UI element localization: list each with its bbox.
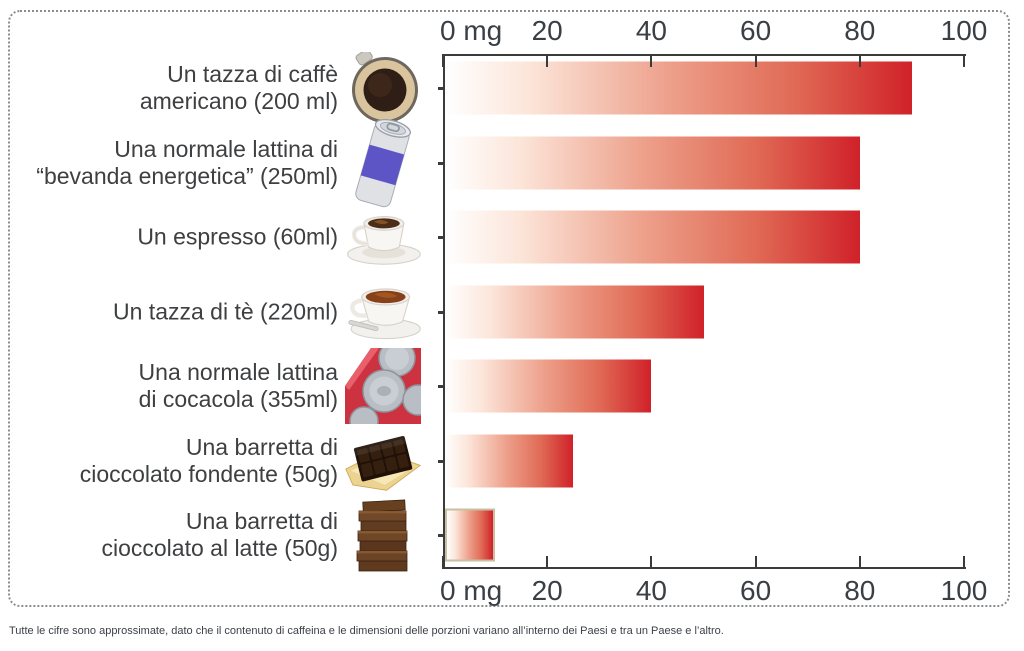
bottom-axis-line — [443, 567, 966, 569]
chart-row-energy-drink: Una normale lattina di “bevanda energeti… — [0, 118, 1024, 207]
chart-dotted-frame — [8, 10, 1010, 607]
row-label: Un tazza di tè (220ml) — [18, 298, 338, 325]
axis-tick-label: 40 — [635, 575, 667, 606]
axis-tick — [650, 556, 653, 569]
row-label-line: “bevanda energetica” (250ml) — [36, 162, 338, 189]
row-label-line: Un tazza di tè (220ml) — [113, 298, 338, 324]
tea-cup-icon — [344, 274, 422, 349]
axis-tick-label: 40 — [635, 15, 667, 46]
row-label: Un espresso (60ml) — [18, 223, 338, 250]
axis-tick — [546, 54, 549, 67]
row-label-line: cioccolato al latte (50g) — [101, 534, 338, 561]
chart-row-coffee-americano: Un tazza di caffè americano (200 ml) — [0, 50, 1024, 125]
axis-tick-label: 0 mg — [440, 15, 503, 46]
row-label-line: cioccolato fondente (50g) — [79, 460, 338, 487]
row-label-line: Un espresso (60ml) — [137, 223, 338, 249]
left-axis-row-tick — [438, 86, 443, 90]
axis-tick-label: 20 — [531, 15, 563, 46]
axis-tick — [963, 556, 965, 569]
dark-chocolate-bar-icon — [344, 423, 422, 498]
row-label-line: Un tazza di caffè — [167, 60, 338, 87]
row-label: Un tazza di caffè americano (200 ml) — [18, 61, 338, 115]
coffee-filter-top-icon — [344, 50, 422, 125]
espresso-cup-icon — [344, 199, 422, 274]
axis-tick-label: 100 — [940, 15, 988, 46]
row-label-line: americano (200 ml) — [139, 87, 338, 114]
caffeine-bar — [445, 210, 860, 263]
axis-tick-label: 80 — [844, 15, 876, 46]
axis-tick — [442, 54, 444, 67]
chart-row-tea: Un tazza di tè (220ml) — [0, 274, 1024, 349]
axis-tick — [963, 54, 965, 67]
chart-row-cola: Una normale lattina di cocacola (355ml) — [0, 347, 1024, 424]
caffeine-bar — [445, 434, 573, 487]
cola-cans-icon — [344, 347, 422, 424]
left-axis-row-tick — [438, 161, 443, 165]
axis-tick-label: 60 — [740, 575, 772, 606]
axis-tick-label: 20 — [531, 575, 563, 606]
caffeine-bar — [445, 359, 651, 412]
row-label-line: Una normale lattina di — [114, 135, 338, 162]
row-label: Una barretta di cioccolato al latte (50g… — [18, 508, 338, 562]
axis-tick-label: 60 — [740, 15, 772, 46]
left-axis-line — [443, 54, 445, 569]
row-label-line: Una normale lattina — [138, 358, 338, 385]
row-label-line: Una barretta di — [185, 433, 338, 460]
axis-tick — [546, 556, 549, 569]
row-label-line: di cocacola (355ml) — [138, 385, 338, 412]
left-axis-row-tick — [438, 384, 443, 388]
caffeine-bar — [445, 285, 704, 338]
axis-tick — [754, 556, 757, 569]
energy-drink-can-icon — [344, 118, 422, 207]
row-label-line: Una barretta di — [185, 507, 338, 534]
chart-row-dark-chocolate: Una barretta di cioccolato fondente (50g… — [0, 423, 1024, 498]
axis-tick — [858, 556, 861, 569]
chart-row-milk-chocolate: Una barretta di cioccolato al latte (50g… — [0, 497, 1024, 572]
axis-tick — [442, 556, 444, 569]
left-axis-row-tick — [438, 459, 443, 463]
left-axis-row-tick — [438, 310, 443, 314]
axis-tick-label: 0 mg — [440, 575, 503, 606]
top-axis-line — [443, 54, 966, 56]
row-label: Una normale lattina di cocacola (355ml) — [18, 359, 338, 413]
chart-row-espresso: Un espresso (60ml) — [0, 199, 1024, 274]
left-axis-row-tick — [438, 235, 443, 239]
axis-tick — [650, 54, 653, 67]
axis-tick — [858, 54, 861, 67]
footnote: Tutte le cifre sono approssimate, dato c… — [9, 625, 724, 637]
axis-tick-label: 80 — [844, 575, 876, 606]
axis-tick-label: 100 — [940, 575, 988, 606]
left-axis-row-tick — [438, 533, 443, 537]
row-label: Una normale lattina di “bevanda energeti… — [18, 136, 338, 190]
milk-chocolate-stack-icon — [344, 497, 422, 572]
caffeine-bar — [445, 136, 860, 189]
caffeine-bar — [445, 508, 495, 561]
row-label: Una barretta di cioccolato fondente (50g… — [18, 434, 338, 488]
axis-tick — [754, 54, 757, 67]
caffeine-bar — [445, 61, 912, 114]
